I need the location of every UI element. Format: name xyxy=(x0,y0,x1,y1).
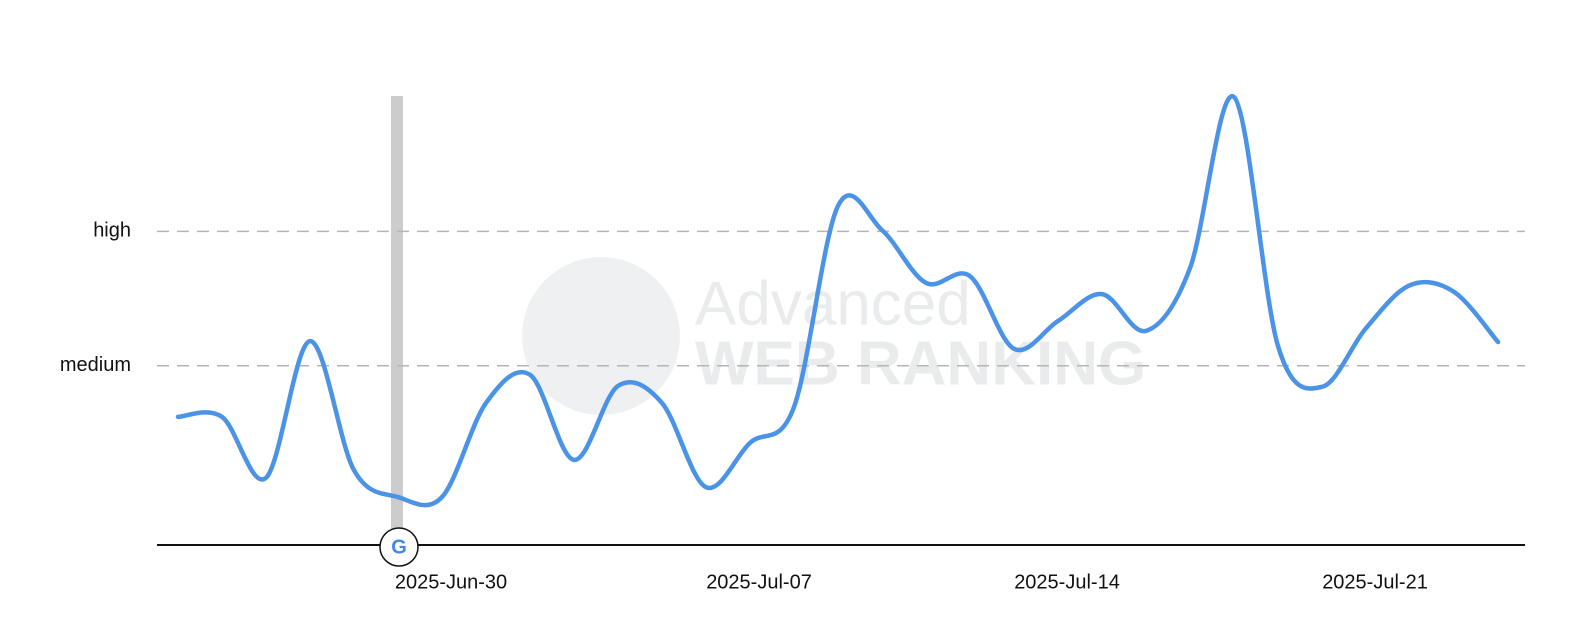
icon-circle xyxy=(379,527,419,567)
watermark-text: WEB RANKING xyxy=(695,329,1146,398)
x-tick-label: 2025-Jun-30 xyxy=(395,571,507,593)
x-tick-label: 2025-Jul-07 xyxy=(706,571,812,593)
google-icon: G xyxy=(379,527,419,567)
watermark-text: Advanced xyxy=(695,269,971,338)
y-tick-label: medium xyxy=(60,354,131,376)
x-tick-label: 2025-Jul-21 xyxy=(1322,571,1428,593)
watermark-globe xyxy=(522,257,680,415)
icon-glyph: G xyxy=(391,536,407,558)
x-tick-label: 2025-Jul-14 xyxy=(1014,571,1120,593)
update-marker xyxy=(391,96,403,532)
data-line xyxy=(175,94,1501,508)
y-tick-label: high xyxy=(93,220,131,242)
watermark: Advanced WEB RANKING xyxy=(522,257,1146,415)
